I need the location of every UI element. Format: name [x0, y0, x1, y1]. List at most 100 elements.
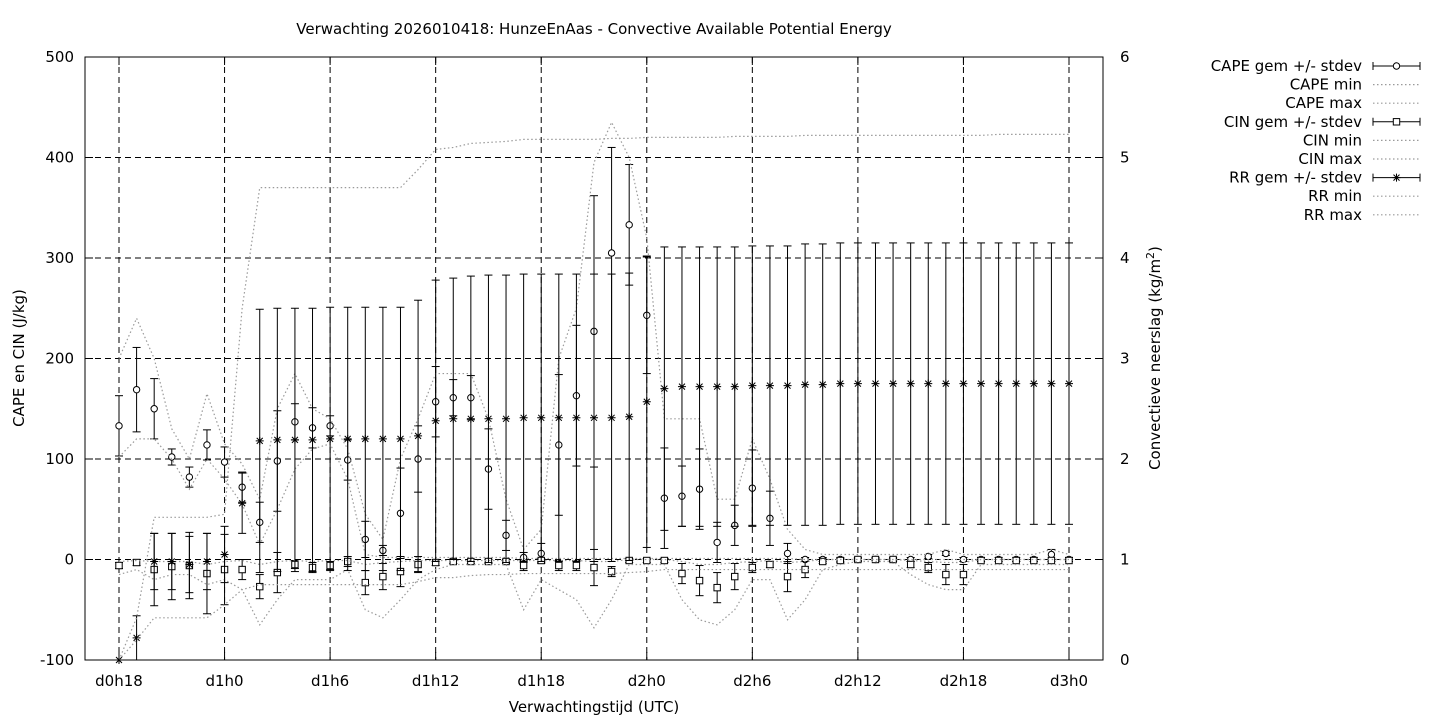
rr-gem-stdev-point: [625, 412, 634, 421]
rr-gem-stdev-point: [765, 381, 774, 390]
cin-gem-stdev-point: [766, 560, 774, 569]
rr-gem-stdev-point: [660, 384, 669, 393]
x-tick-label: d2h0: [628, 672, 666, 690]
y2-tick-label: 0: [1120, 651, 1130, 669]
rr-gem-stdev-point: [994, 379, 1003, 388]
x-tick-label: d1h18: [517, 672, 565, 690]
legend-label: CIN max: [1298, 150, 1362, 168]
x-tick-label: d1h0: [205, 672, 243, 690]
cape-gem-stdev-point: [203, 441, 211, 449]
cin-gem-stdev-point: [801, 565, 809, 574]
y2-tick-label: 5: [1120, 149, 1130, 167]
cape-gem-stdev-point: [132, 385, 141, 394]
cin-gem-stdev-point: [695, 576, 704, 585]
cape-gem-stdev-point: [625, 221, 633, 229]
y-tick-label: 200: [45, 350, 74, 368]
rr-gem-stdev-point: [801, 380, 810, 389]
rr-gem-stdev-point: [255, 436, 264, 445]
cin-gem-stdev-point: [519, 561, 528, 570]
rr-max-line: [118, 133, 1069, 661]
rr-gem-stdev-point: [730, 382, 739, 391]
y2-tick-label: 6: [1120, 48, 1130, 66]
y2-axis-label: Convectieve neerslag (kg/m2): [1144, 246, 1164, 470]
rr-gem-stdev-point: [924, 379, 933, 388]
rr-gem-stdev-point: [941, 379, 950, 388]
rr-gem-stdev-point: [238, 499, 247, 508]
rr-gem-stdev-point: [519, 413, 528, 422]
rr-gem-stdev-point: [1012, 379, 1021, 388]
rr-gem-stdev-point: [607, 413, 616, 422]
x-tick-label: d3h0: [1050, 672, 1088, 690]
y-tick-label: 400: [45, 149, 74, 167]
y2-tick-label: 4: [1120, 249, 1130, 267]
ticks: d0h18 d1h0 d1h6 d1h12 d1h18 d2h0 d2h6 d2h12 d2h1…: [40, 48, 1130, 690]
y-tick-label: 500: [45, 48, 74, 66]
series-cin-min: [118, 560, 1069, 629]
cin-min-line: [118, 560, 1069, 629]
rr-gem-stdev-point: [748, 381, 757, 390]
x-tick-label: d2h18: [940, 672, 988, 690]
rr-gem-stdev-point: [836, 379, 845, 388]
rr-gem-stdev-point: [695, 382, 704, 391]
cin-gem-stdev-point: [643, 556, 651, 565]
rr-gem-stdev-point: [449, 414, 458, 423]
cin-gem-stdev-point: [748, 563, 757, 572]
cin-gem-stdev-point: [379, 572, 387, 581]
series-rr-min: [118, 568, 1069, 661]
rr-gem-stdev-point: [959, 379, 968, 388]
cape-gem-stdev-point: [150, 405, 158, 413]
rr-gem-stdev-point: [378, 434, 387, 443]
cin-gem-stdev-point: [361, 578, 369, 587]
cin-gem-stdev-point: [783, 572, 792, 581]
cin-gem-stdev-point: [572, 561, 581, 570]
rr-gem-stdev-point: [1065, 379, 1073, 388]
rr-gem-stdev-point: [273, 435, 282, 444]
chart-title: Verwachting 2026010418: HunzeEnAas - Con…: [296, 20, 892, 38]
rr-gem-stdev-point: [590, 413, 598, 422]
cin-gem-stdev-point: [836, 556, 844, 565]
rr-gem-stdev-point: [326, 434, 335, 443]
cin-gem-stdev-point: [819, 557, 827, 566]
series-rr-gem-stdev: [115, 242, 1073, 664]
cin-gem-stdev-point: [607, 567, 616, 576]
rr-gem-stdev-point: [713, 382, 722, 391]
rr-gem-stdev-point: [502, 414, 511, 423]
y-tick-label: 300: [45, 249, 74, 267]
cin-gem-stdev-point: [942, 570, 950, 579]
x-tick-label: d2h6: [733, 672, 771, 690]
rr-gem-stdev-point: [889, 379, 898, 388]
rr-gem-stdev-point: [642, 397, 651, 406]
x-tick-label: d1h6: [311, 672, 349, 690]
cin-gem-stdev-point: [678, 569, 686, 578]
rr-gem-stdev-point: [977, 379, 986, 388]
rr-min-line: [118, 568, 1069, 661]
rr-gem-stdev-point: [220, 550, 229, 559]
cin-gem-stdev-point: [924, 563, 932, 572]
cin-gem-stdev-point: [1012, 556, 1020, 565]
y2-tick-label: 3: [1120, 350, 1130, 368]
cin-gem-stdev-point: [713, 583, 721, 592]
cin-gem-stdev-point: [731, 572, 739, 581]
rr-gem-stdev-point: [185, 560, 194, 569]
rr-gem-stdev-point: [414, 431, 423, 440]
rr-gem-stdev-point: [466, 414, 475, 423]
y-tick-label: 0: [64, 551, 74, 569]
legend-label: CIN min: [1303, 131, 1362, 149]
rr-gem-stdev-point: [343, 434, 352, 443]
x-tick-label: d2h12: [834, 672, 882, 690]
series-layer: [115, 120, 1073, 664]
rr-gem-stdev-point: [818, 380, 827, 389]
y-tick-label: -100: [40, 651, 74, 669]
cape-gem-stdev-point: [942, 549, 950, 558]
cape-gem-stdev-point: [220, 458, 229, 466]
cin-gem-stdev-point: [590, 563, 598, 572]
rr-gem-stdev-point: [132, 633, 141, 642]
y2-tick-label: 2: [1120, 450, 1130, 468]
legend-marker: [1392, 118, 1401, 126]
rr-gem-stdev-point: [290, 435, 299, 444]
rr-gem-stdev-point: [396, 434, 405, 443]
cape-gem-stdev-point: [185, 473, 194, 481]
legend-label: CAPE max: [1285, 94, 1362, 112]
cin-gem-stdev-point: [1047, 556, 1056, 565]
